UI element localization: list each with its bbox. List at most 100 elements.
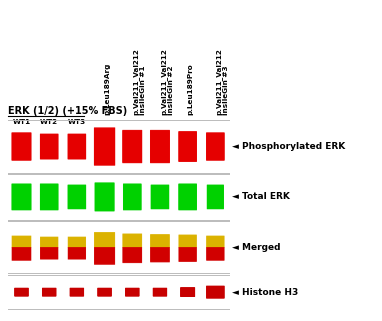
FancyBboxPatch shape xyxy=(209,240,222,247)
FancyBboxPatch shape xyxy=(154,189,166,204)
FancyBboxPatch shape xyxy=(207,185,224,209)
FancyBboxPatch shape xyxy=(207,286,224,298)
FancyBboxPatch shape xyxy=(15,288,28,296)
FancyBboxPatch shape xyxy=(125,238,139,247)
FancyBboxPatch shape xyxy=(44,242,54,247)
FancyBboxPatch shape xyxy=(208,187,223,207)
FancyBboxPatch shape xyxy=(98,239,111,247)
FancyBboxPatch shape xyxy=(44,289,55,295)
FancyBboxPatch shape xyxy=(17,290,26,295)
FancyBboxPatch shape xyxy=(207,134,223,159)
FancyBboxPatch shape xyxy=(70,240,84,247)
FancyBboxPatch shape xyxy=(126,289,138,295)
FancyBboxPatch shape xyxy=(95,129,115,164)
FancyBboxPatch shape xyxy=(207,236,224,247)
FancyBboxPatch shape xyxy=(128,290,136,294)
FancyBboxPatch shape xyxy=(16,289,27,295)
FancyBboxPatch shape xyxy=(154,240,166,247)
FancyBboxPatch shape xyxy=(154,247,166,256)
FancyBboxPatch shape xyxy=(42,239,57,247)
FancyBboxPatch shape xyxy=(183,290,192,295)
FancyBboxPatch shape xyxy=(208,247,223,258)
FancyBboxPatch shape xyxy=(126,137,139,156)
FancyBboxPatch shape xyxy=(44,289,55,295)
FancyBboxPatch shape xyxy=(210,247,220,254)
FancyBboxPatch shape xyxy=(127,247,138,255)
FancyBboxPatch shape xyxy=(68,135,85,158)
FancyBboxPatch shape xyxy=(154,191,165,203)
FancyBboxPatch shape xyxy=(42,137,56,156)
FancyBboxPatch shape xyxy=(40,237,58,247)
FancyBboxPatch shape xyxy=(209,288,222,297)
FancyBboxPatch shape xyxy=(71,289,83,295)
FancyBboxPatch shape xyxy=(15,239,29,247)
FancyBboxPatch shape xyxy=(15,289,28,296)
FancyBboxPatch shape xyxy=(16,289,27,295)
FancyBboxPatch shape xyxy=(207,287,223,298)
FancyBboxPatch shape xyxy=(69,239,84,247)
FancyBboxPatch shape xyxy=(182,289,193,295)
Text: p.Val211_Val212
insIleGin #2: p.Val211_Val212 insIleGin #2 xyxy=(160,48,174,115)
FancyBboxPatch shape xyxy=(16,289,27,295)
FancyBboxPatch shape xyxy=(125,135,140,158)
FancyBboxPatch shape xyxy=(70,187,84,206)
FancyBboxPatch shape xyxy=(180,187,195,207)
FancyBboxPatch shape xyxy=(208,238,223,247)
FancyBboxPatch shape xyxy=(153,188,167,206)
FancyBboxPatch shape xyxy=(126,239,139,247)
FancyBboxPatch shape xyxy=(154,239,166,247)
FancyBboxPatch shape xyxy=(43,189,55,204)
FancyBboxPatch shape xyxy=(98,238,111,247)
FancyBboxPatch shape xyxy=(73,290,81,295)
FancyBboxPatch shape xyxy=(181,247,194,258)
FancyBboxPatch shape xyxy=(41,238,57,247)
FancyBboxPatch shape xyxy=(70,247,84,257)
FancyBboxPatch shape xyxy=(181,247,194,256)
FancyBboxPatch shape xyxy=(123,233,142,247)
FancyBboxPatch shape xyxy=(126,247,138,257)
FancyBboxPatch shape xyxy=(41,247,57,258)
FancyBboxPatch shape xyxy=(180,135,195,158)
FancyBboxPatch shape xyxy=(68,247,86,259)
FancyBboxPatch shape xyxy=(181,288,194,296)
FancyBboxPatch shape xyxy=(98,137,111,156)
FancyBboxPatch shape xyxy=(41,185,58,209)
FancyBboxPatch shape xyxy=(210,241,220,247)
FancyBboxPatch shape xyxy=(154,289,166,295)
FancyBboxPatch shape xyxy=(125,288,139,297)
FancyBboxPatch shape xyxy=(68,185,86,209)
FancyBboxPatch shape xyxy=(70,239,84,247)
FancyBboxPatch shape xyxy=(40,184,58,210)
FancyBboxPatch shape xyxy=(208,136,223,157)
FancyBboxPatch shape xyxy=(42,137,57,156)
FancyBboxPatch shape xyxy=(44,241,55,247)
FancyBboxPatch shape xyxy=(181,288,195,297)
FancyBboxPatch shape xyxy=(18,290,25,294)
FancyBboxPatch shape xyxy=(16,289,28,296)
FancyBboxPatch shape xyxy=(183,191,193,203)
FancyBboxPatch shape xyxy=(125,136,139,157)
FancyBboxPatch shape xyxy=(12,133,31,160)
FancyBboxPatch shape xyxy=(208,287,223,297)
FancyBboxPatch shape xyxy=(181,188,194,206)
FancyBboxPatch shape xyxy=(181,187,195,206)
FancyBboxPatch shape xyxy=(153,288,167,296)
Text: ◄ Phosphorylated ERK: ◄ Phosphorylated ERK xyxy=(232,142,345,151)
FancyBboxPatch shape xyxy=(151,132,169,161)
FancyBboxPatch shape xyxy=(126,188,139,206)
FancyBboxPatch shape xyxy=(206,236,225,247)
FancyBboxPatch shape xyxy=(72,242,82,247)
FancyBboxPatch shape xyxy=(123,247,141,262)
FancyBboxPatch shape xyxy=(125,186,140,208)
FancyBboxPatch shape xyxy=(70,239,84,247)
FancyBboxPatch shape xyxy=(44,191,54,203)
FancyBboxPatch shape xyxy=(209,188,222,206)
FancyBboxPatch shape xyxy=(123,234,142,247)
FancyBboxPatch shape xyxy=(181,288,194,296)
FancyBboxPatch shape xyxy=(207,247,224,260)
Text: ◄ Histone H3: ◄ Histone H3 xyxy=(232,288,298,297)
FancyBboxPatch shape xyxy=(151,247,168,260)
FancyBboxPatch shape xyxy=(97,288,112,297)
FancyBboxPatch shape xyxy=(125,247,139,258)
FancyBboxPatch shape xyxy=(69,247,85,258)
